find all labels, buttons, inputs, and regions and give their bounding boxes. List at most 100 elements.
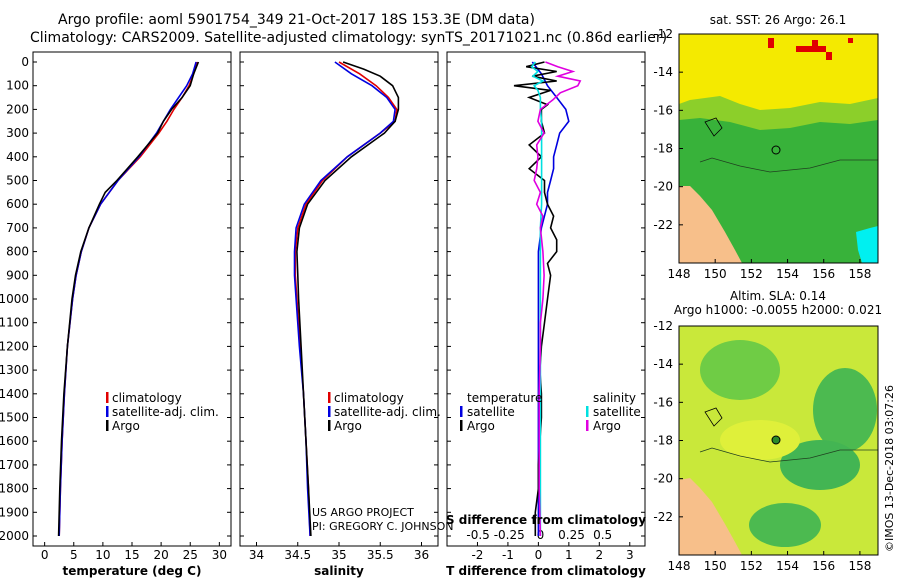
depth-tick-label: 500 — [6, 174, 29, 188]
map-x-tick-label: 148 — [668, 267, 691, 281]
legend-swatch-s-satellite — [586, 406, 589, 417]
sst-green-region — [679, 108, 878, 263]
x-tick-label: 2 — [595, 548, 603, 562]
map-x-tick-label: 152 — [740, 267, 763, 281]
map-y-tick-label: -16 — [653, 395, 673, 409]
sst-hot-pixel — [768, 38, 774, 48]
legend-swatch-argo — [106, 420, 109, 431]
x-tick-label: 25 — [183, 548, 198, 562]
reef-contour — [704, 117, 723, 137]
depth-tick-label: 1900 — [0, 505, 29, 519]
x-tick-label: 20 — [153, 548, 168, 562]
sla-map — [678, 325, 879, 556]
x-tick-label: 34 — [249, 548, 264, 562]
map-axes: 148 150 152 154 156 158 -12 -14 -16 -18 -20 -22 148 1… — [653, 27, 871, 573]
x-tick-label: 36 — [414, 548, 429, 562]
legend-swatch-s-argo — [586, 420, 589, 431]
x-tick-label: 35.5 — [367, 548, 394, 562]
x-tick-label: 1 — [565, 548, 573, 562]
map-y-tick-label: -22 — [653, 218, 673, 232]
temperature-xlabel: temperature (deg C) — [63, 564, 202, 578]
sst-hot-pixel — [812, 40, 818, 46]
series-line-t-satellite — [531, 61, 570, 536]
salinity-legend: climatology satellite-adj. clim. Argo — [328, 391, 441, 433]
legend-swatch-t-satellite — [460, 406, 463, 417]
sla-low-anomaly — [700, 340, 780, 400]
salinity-plot-frame — [239, 51, 439, 547]
depth-tick-label: 1400 — [0, 387, 29, 401]
imos-footer: ©IMOS 13-Dec-2018 03:07:26 — [883, 385, 896, 552]
x-tick-label: -2 — [471, 548, 483, 562]
sst-cold-patch — [856, 226, 878, 263]
map-x-tick-label: 150 — [704, 267, 727, 281]
map-x-tick-label: 156 — [812, 559, 835, 573]
difference-legend: temperature satellite Argo salinity sate… — [460, 391, 641, 433]
sla-low-anomaly — [813, 368, 877, 452]
sst-hot-pixel — [796, 46, 826, 52]
sla-low-anomaly — [749, 503, 821, 547]
series-line-s-satellite — [530, 61, 545, 536]
map-y-tick-label: -12 — [653, 319, 673, 333]
depth-tick-label: 900 — [6, 268, 29, 282]
sst-map-title: sat. SST: 26 Argo: 26.1 — [710, 13, 847, 27]
sla-high-anomaly — [720, 420, 800, 460]
difference-plot-frame — [446, 51, 646, 547]
depth-tick-label: 1700 — [0, 458, 29, 472]
map-x-tick-label: 158 — [848, 559, 871, 573]
legend-label: satellite — [593, 405, 641, 419]
sla-low-anomaly — [780, 440, 860, 490]
legend-swatch-t-argo — [460, 420, 463, 431]
salinity-xlabel: salinity — [314, 564, 364, 578]
series-line-argo — [296, 61, 400, 537]
depth-tick-label: 1200 — [0, 339, 29, 353]
sst-map — [678, 33, 879, 264]
x-tick-label: 10 — [95, 548, 110, 562]
s-tick-label: 0.25 — [558, 528, 585, 542]
map-x-tick-label: 156 — [812, 267, 835, 281]
legend-title-salinity: salinity — [593, 391, 636, 405]
sst-hot-pixel — [826, 52, 832, 60]
project-annotation-1: US ARGO PROJECT — [312, 506, 414, 519]
title-line-1: Argo profile: aoml 5901754_349 21-Oct-20… — [58, 12, 535, 28]
x-axes: 0 5 10 15 20 25 30 34 34.5 35 35.5 36 -2 -1 0 1 2 3 -0.5 -0… — [41, 528, 634, 562]
map-x-tick-label: 150 — [704, 559, 727, 573]
map-x-tick-label: 154 — [776, 267, 799, 281]
legend-swatch-climatology — [328, 392, 331, 403]
legend-label: satellite — [467, 405, 515, 419]
sla-map-title: Altim. SLA: 0.14 — [730, 289, 826, 303]
legend-swatch-satellite — [328, 406, 331, 417]
temperature-plot-frame — [32, 51, 232, 547]
map-x-tick-label: 154 — [776, 559, 799, 573]
salinity-lines — [293, 61, 400, 537]
depth-tick-label: 1800 — [0, 482, 29, 496]
legend-label: Argo — [467, 419, 495, 433]
map-y-tick-label: -14 — [653, 357, 673, 371]
bathymetry-contour — [699, 447, 878, 463]
depth-tick-label: 600 — [6, 197, 29, 211]
x-tick-label: 0 — [41, 548, 49, 562]
legend-title-temperature: temperature — [467, 391, 542, 405]
map-y-tick-label: -22 — [653, 510, 673, 524]
depth-tick-label: 100 — [6, 79, 29, 93]
legend-label: satellite-adj. clim. — [112, 405, 219, 419]
t-difference-xlabel: T difference from climatology — [446, 564, 646, 578]
legend-label: climatology — [112, 391, 182, 405]
legend-swatch-climatology — [106, 392, 109, 403]
depth-tick-label: 1100 — [0, 316, 29, 330]
map-y-tick-label: -20 — [653, 180, 673, 194]
series-line-satellite-adj-clim- — [58, 61, 197, 537]
depth-tick-label: 1300 — [0, 363, 29, 377]
series-line-t-argo — [513, 61, 558, 536]
s-tick-label: -0.5 — [466, 528, 489, 542]
map-y-tick-label: -16 — [653, 103, 673, 117]
depth-axis: 0 100 200 300 400 500 600 700 800 900 1000 1100 1200… — [0, 55, 645, 543]
depth-tick-label: 200 — [6, 102, 29, 116]
depth-tick-label: 0 — [21, 55, 29, 69]
argo-location-marker — [771, 145, 781, 155]
sst-transition-band — [679, 96, 878, 130]
sst-hot-pixel — [848, 38, 853, 43]
depth-tick-label: 400 — [6, 150, 29, 164]
argo-location-marker — [771, 435, 781, 445]
project-annotation-2: PI: GREGORY C. JOHNSON — [312, 520, 453, 533]
map-y-tick-label: -14 — [653, 65, 673, 79]
